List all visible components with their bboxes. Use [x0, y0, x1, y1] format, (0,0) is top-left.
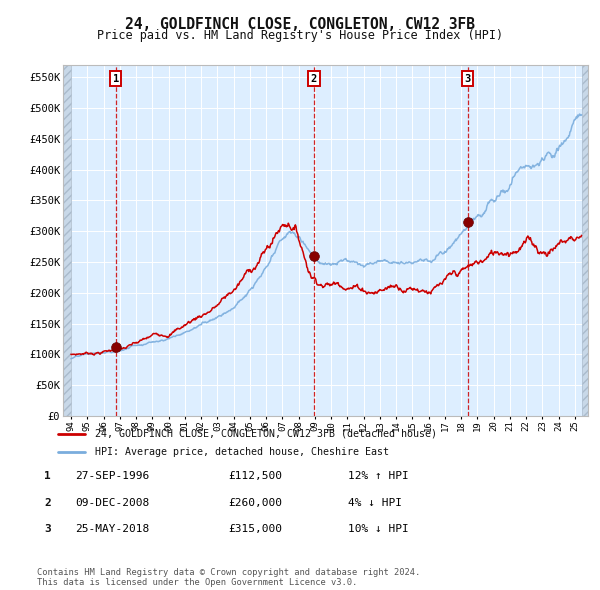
Text: 25-MAY-2018: 25-MAY-2018 [75, 525, 149, 534]
Text: £315,000: £315,000 [228, 525, 282, 534]
Text: 1: 1 [44, 471, 51, 481]
Text: 10% ↓ HPI: 10% ↓ HPI [348, 525, 409, 534]
Text: £260,000: £260,000 [228, 498, 282, 507]
Text: 3: 3 [44, 525, 51, 534]
Text: Price paid vs. HM Land Registry's House Price Index (HPI): Price paid vs. HM Land Registry's House … [97, 30, 503, 42]
Text: 09-DEC-2008: 09-DEC-2008 [75, 498, 149, 507]
Bar [63, 65, 71, 416]
Text: 1: 1 [113, 74, 119, 84]
Text: Contains HM Land Registry data © Crown copyright and database right 2024.
This d: Contains HM Land Registry data © Crown c… [37, 568, 421, 587]
Text: HPI: Average price, detached house, Cheshire East: HPI: Average price, detached house, Ches… [95, 447, 389, 457]
Bar [582, 65, 588, 416]
Text: 4% ↓ HPI: 4% ↓ HPI [348, 498, 402, 507]
Text: 27-SEP-1996: 27-SEP-1996 [75, 471, 149, 481]
Text: 24, GOLDFINCH CLOSE, CONGLETON, CW12 3FB: 24, GOLDFINCH CLOSE, CONGLETON, CW12 3FB [125, 17, 475, 31]
Text: 2: 2 [311, 74, 317, 84]
Text: 2: 2 [44, 498, 51, 507]
Text: 12% ↑ HPI: 12% ↑ HPI [348, 471, 409, 481]
Text: 24, GOLDFINCH CLOSE, CONGLETON, CW12 3FB (detached house): 24, GOLDFINCH CLOSE, CONGLETON, CW12 3FB… [95, 429, 437, 439]
Text: £112,500: £112,500 [228, 471, 282, 481]
Text: 3: 3 [464, 74, 471, 84]
